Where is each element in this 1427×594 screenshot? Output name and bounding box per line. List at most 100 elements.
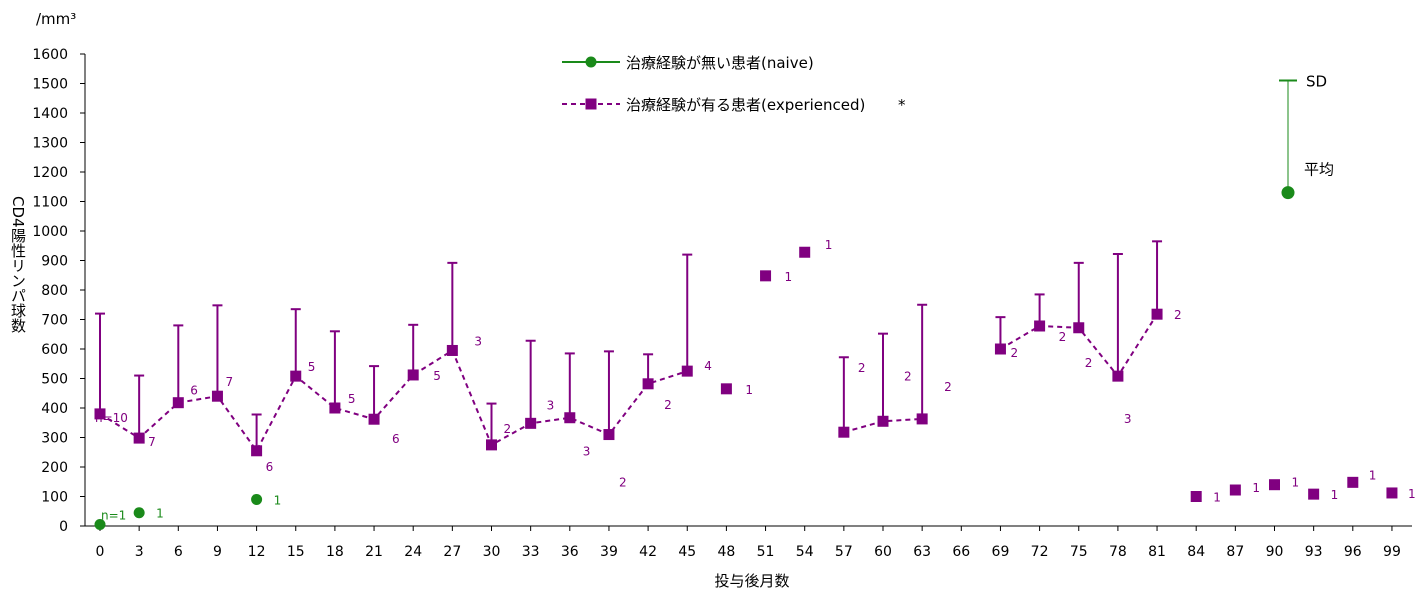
naive-marker: [251, 493, 263, 505]
experienced-marker: [603, 429, 615, 441]
x-tick-label: 18: [326, 544, 344, 560]
experienced-marker: [1034, 320, 1046, 332]
y-tick-label: 200: [41, 460, 68, 476]
experienced-n-label: 6: [392, 432, 400, 446]
experienced-n-label: 1: [1292, 476, 1300, 490]
x-tick-label: 3: [135, 544, 144, 560]
experienced-n-label: 1: [1213, 491, 1221, 505]
key-mean-label: 平均: [1304, 161, 1334, 179]
experienced-marker: [368, 413, 380, 425]
y-tick-label: 800: [41, 283, 68, 299]
experienced-n-label: 2: [664, 398, 672, 412]
y-axis-title: CD4陽性リンパ球数: [9, 196, 27, 333]
experienced-n-label: 3: [1124, 412, 1132, 426]
x-tick-label: 57: [835, 544, 853, 560]
y-tick-label: 400: [41, 401, 68, 417]
experienced-n-label: 2: [619, 476, 627, 490]
experienced-marker: [877, 415, 889, 427]
experienced-marker: [525, 417, 537, 429]
x-tick-label: 69: [992, 544, 1010, 560]
experienced-marker: [1386, 487, 1398, 499]
naive-marker: [133, 507, 145, 519]
experienced-marker: [251, 445, 263, 457]
x-tick-label: 12: [248, 544, 266, 560]
y-tick-label: 600: [41, 342, 68, 358]
experienced-marker: [329, 402, 341, 414]
x-tick-label: 6: [174, 544, 183, 560]
unit-label: /mm³: [36, 10, 76, 28]
y-tick-label: 500: [41, 372, 68, 388]
x-tick-label: 54: [796, 544, 814, 560]
legend: 治療経験が無い患者(naive) 治療経験が有る患者(experienced) …: [562, 54, 906, 114]
legend-experienced-label: 治療経験が有る患者(experienced): [626, 96, 865, 114]
x-tick-label: 15: [287, 544, 305, 560]
x-tick-label: 36: [561, 544, 579, 560]
experienced-n-label: 2: [1010, 346, 1018, 360]
y-tick-label: 1100: [32, 195, 68, 211]
experienced-marker: [1229, 484, 1241, 496]
experienced-n-label: 5: [308, 360, 316, 374]
experienced-marker: [1269, 479, 1280, 491]
experienced-n-label: 2: [904, 369, 912, 383]
experienced-marker: [94, 408, 106, 420]
experienced-n-label: 7: [148, 435, 156, 449]
experienced-n-label: 1: [745, 383, 753, 397]
x-tick-label: 33: [522, 544, 540, 560]
experienced-marker: [486, 439, 497, 451]
experienced-marker: [681, 365, 693, 377]
x-tick-label: 96: [1344, 544, 1362, 560]
x-tick-label: 81: [1148, 544, 1166, 560]
experienced-n-label: 5: [348, 392, 356, 406]
experienced-n-label: n=10: [95, 411, 128, 425]
experienced-n-label: 2: [944, 380, 952, 394]
x-tick-label: 78: [1109, 544, 1127, 560]
y-tick-label: 1200: [32, 165, 68, 181]
experienced-marker: [799, 246, 811, 258]
experienced-marker: [564, 412, 576, 424]
experienced-marker: [1151, 308, 1163, 320]
y-tick-label: 1000: [32, 224, 68, 240]
x-tick-label: 93: [1305, 544, 1323, 560]
experienced-marker: [172, 397, 184, 409]
experienced-n-label: 1: [825, 238, 833, 252]
experienced-marker: [211, 390, 223, 402]
experienced-marker: [1190, 491, 1202, 502]
y-tick-label: 1500: [32, 77, 68, 93]
naive-n-label: n=1: [101, 509, 126, 523]
experienced-n-label: 6: [266, 460, 274, 474]
y-tick-label: 1600: [32, 47, 68, 63]
experienced-n-label: 2: [504, 422, 512, 436]
experienced-n-label: 2: [1059, 330, 1067, 344]
x-tick-label: 45: [678, 544, 696, 560]
experienced-n-label: 7: [225, 375, 233, 389]
x-tick-label: 63: [913, 544, 931, 560]
x-tick-label: 72: [1031, 544, 1049, 560]
x-tick-label: 84: [1187, 544, 1205, 560]
series-layer: n=10 7 6 7 6 5 5 6 5 3 2 3 3 2 2 4 1 1 1 2 2 2 2 2 2 3 2 1 1 1 1 1 1 n=1 1…: [94, 238, 1416, 531]
experienced-n-label: 2: [1174, 308, 1182, 322]
experienced-series-line: [99, 349, 688, 453]
axes: 0100200300400500600700800900100011001200…: [32, 47, 1412, 560]
x-tick-label: 99: [1383, 544, 1401, 560]
legend-experienced-marker: [585, 98, 597, 110]
experienced-n-label: 5: [433, 369, 441, 383]
key-sd-label: SD: [1306, 73, 1327, 91]
experienced-marker: [1073, 322, 1085, 334]
key-mean-marker: [1281, 186, 1295, 200]
x-tick-label: 90: [1266, 544, 1284, 560]
naive-marker: [94, 519, 106, 531]
x-tick-label: 39: [600, 544, 618, 560]
experienced-marker: [642, 378, 654, 390]
x-axis-title: 投与後月数: [714, 572, 789, 590]
naive-n-label: 1: [274, 493, 282, 507]
experienced-marker: [446, 344, 458, 356]
experienced-n-label: 3: [547, 398, 555, 412]
x-tick-label: 87: [1226, 544, 1244, 560]
experienced-n-label: 1: [1331, 488, 1339, 502]
x-tick-label: 24: [404, 544, 422, 560]
y-tick-label: 300: [41, 431, 68, 447]
x-tick-label: 51: [757, 544, 775, 560]
x-tick-label: 66: [952, 544, 970, 560]
x-tick-label: 42: [639, 544, 657, 560]
